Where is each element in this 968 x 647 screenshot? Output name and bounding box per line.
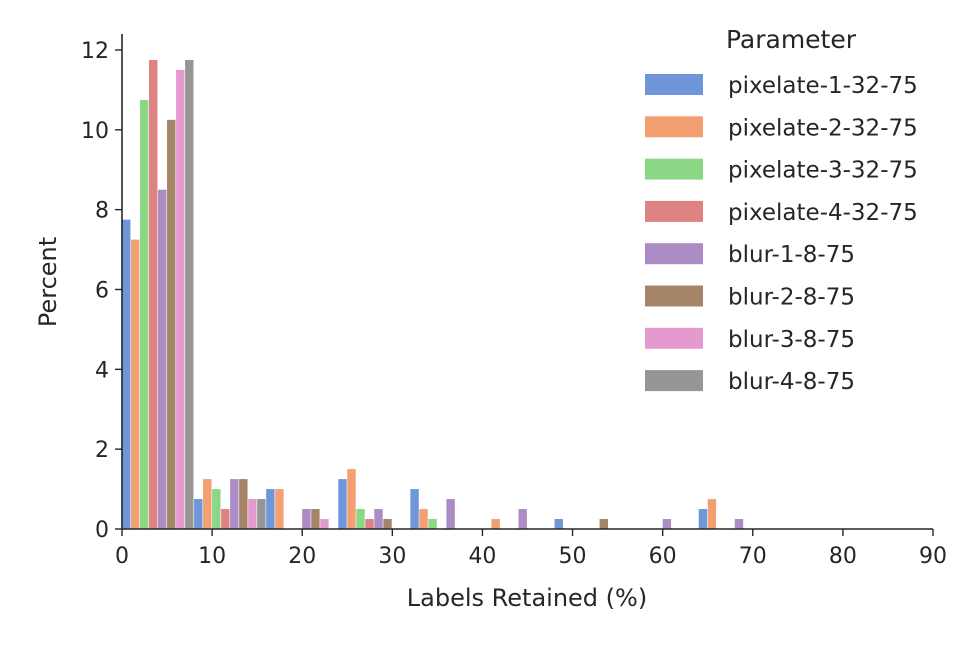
bar-blur-1-8-75-bin-0 <box>158 189 167 529</box>
legend-swatch-blur-3-8-75 <box>645 327 703 349</box>
bar-blur-1-8-75-bin-40 <box>518 509 527 529</box>
x-tick-label: 20 <box>288 544 316 569</box>
bar-blur-1-8-75-bin-32 <box>446 499 455 529</box>
x-tick-label: 10 <box>198 544 226 569</box>
x-tick-label: 30 <box>378 544 406 569</box>
bar-pixelate-3-32-75-bin-32 <box>428 519 437 529</box>
legend-label-blur-4-8-75: blur-4-8-75 <box>728 369 855 395</box>
legend-label-pixelate-1-32-75: pixelate-1-32-75 <box>728 73 918 99</box>
bar-pixelate-1-32-75-bin-16 <box>266 489 275 529</box>
legend-label-blur-1-8-75: blur-1-8-75 <box>728 242 855 268</box>
x-tick-label: 80 <box>829 544 857 569</box>
y-tick-label: 2 <box>95 438 109 463</box>
bar-blur-4-8-75-bin-0 <box>185 59 194 529</box>
bar-pixelate-2-32-75-bin-8 <box>203 479 212 529</box>
legend-label-pixelate-4-32-75: pixelate-4-32-75 <box>728 200 918 226</box>
bar-pixelate-2-32-75-bin-0 <box>131 239 140 529</box>
bar-pixelate-1-32-75-bin-24 <box>338 479 347 529</box>
legend-title: Parameter <box>726 25 857 54</box>
bar-pixelate-3-32-75-bin-0 <box>140 99 149 530</box>
bar-blur-1-8-75-bin-24 <box>374 509 383 529</box>
bar-blur-2-8-75-bin-24 <box>383 519 392 529</box>
bar-pixelate-1-32-75-bin-8 <box>194 499 203 529</box>
bar-pixelate-4-32-75-bin-8 <box>221 509 230 529</box>
bar-blur-1-8-75-bin-64 <box>734 519 744 529</box>
legend-swatch-blur-1-8-75 <box>645 243 703 265</box>
bar-blur-2-8-75-bin-0 <box>167 119 176 529</box>
x-ticks: 0 10 20 30 40 50 60 70 80 90 <box>115 529 947 569</box>
legend-label-blur-3-8-75: blur-3-8-75 <box>728 327 855 353</box>
bar-pixelate-2-32-75-bin-40 <box>491 519 500 529</box>
y-tick-label: 8 <box>95 199 109 224</box>
x-tick-label: 70 <box>739 544 767 569</box>
bar-blur-1-8-75-bin-8 <box>230 479 239 529</box>
legend-label-blur-2-8-75: blur-2-8-75 <box>728 285 855 311</box>
bar-blur-2-8-75-bin-48 <box>599 519 608 529</box>
x-tick-label: 50 <box>559 544 587 569</box>
axes <box>121 34 933 530</box>
bar-pixelate-4-32-75-bin-0 <box>149 59 158 529</box>
bar-pixelate-2-32-75-bin-24 <box>347 469 356 529</box>
y-ticks: 0 2 4 6 8 10 12 <box>81 39 122 543</box>
bar-pixelate-2-32-75-bin-32 <box>419 509 428 529</box>
bar-pixelate-1-32-75-bin-0 <box>122 219 131 530</box>
x-axis-label: Labels Retained (%) <box>407 584 647 612</box>
x-tick-label: 0 <box>115 544 129 569</box>
legend: Parameter pixelate-1-32-75 pixelate-2-32-… <box>645 25 918 395</box>
bar-pixelate-2-32-75-bin-16 <box>275 489 284 529</box>
legend-label-pixelate-2-32-75: pixelate-2-32-75 <box>728 115 918 141</box>
legend-label-pixelate-3-32-75: pixelate-3-32-75 <box>728 158 918 184</box>
bars-layer <box>122 59 744 530</box>
bar-blur-2-8-75-bin-8 <box>239 479 248 529</box>
bar-blur-4-8-75-bin-8 <box>257 499 266 529</box>
x-tick-label: 60 <box>649 544 677 569</box>
bar-blur-1-8-75-bin-56 <box>662 519 672 529</box>
bar-pixelate-1-32-75-bin-32 <box>410 489 419 529</box>
bar-blur-3-8-75-bin-8 <box>248 499 257 529</box>
x-tick-label: 40 <box>468 544 496 569</box>
y-tick-label: 4 <box>95 358 109 383</box>
legend-swatch-blur-2-8-75 <box>645 285 703 307</box>
bar-blur-3-8-75-bin-0 <box>176 69 185 530</box>
bar-pixelate-1-32-75-bin-64 <box>698 509 708 529</box>
legend-swatch-pixelate-1-32-75 <box>645 74 703 95</box>
legend-swatch-blur-4-8-75 <box>645 370 703 392</box>
bar-pixelate-2-32-75-bin-64 <box>707 499 717 529</box>
x-tick-label: 90 <box>919 544 947 569</box>
bar-pixelate-1-32-75-bin-48 <box>554 519 563 529</box>
y-axis-label: Percent <box>34 237 62 327</box>
bar-blur-2-8-75-bin-16 <box>311 509 320 529</box>
y-tick-label: 12 <box>81 39 109 64</box>
y-tick-label: 6 <box>95 278 109 303</box>
legend-swatch-pixelate-4-32-75 <box>645 200 703 222</box>
bar-blur-3-8-75-bin-16 <box>320 519 329 529</box>
bar-pixelate-3-32-75-bin-8 <box>212 489 221 529</box>
bar-pixelate-4-32-75-bin-24 <box>365 519 374 529</box>
legend-swatch-pixelate-3-32-75 <box>645 158 703 180</box>
y-tick-label: 0 <box>95 518 109 543</box>
y-tick-label: 10 <box>81 119 109 144</box>
bar-pixelate-3-32-75-bin-24 <box>356 509 365 529</box>
bar-blur-1-8-75-bin-16 <box>302 509 311 529</box>
legend-swatch-pixelate-2-32-75 <box>645 116 703 138</box>
